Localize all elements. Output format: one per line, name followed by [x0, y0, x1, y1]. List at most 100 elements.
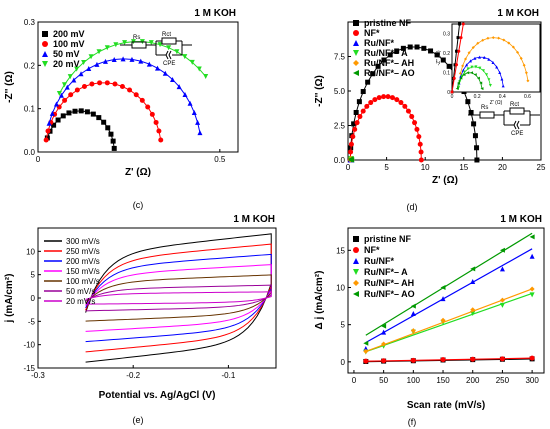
inset-data-point [453, 63, 457, 67]
data-point [470, 279, 476, 285]
data-point [71, 77, 77, 83]
data-point [170, 76, 176, 82]
legend-marker [353, 269, 359, 275]
data-point [414, 126, 420, 132]
data-point [529, 253, 535, 259]
inset-data-point [470, 65, 474, 69]
data-point [348, 141, 354, 147]
y-axis-label: -Z'' (Ω) [4, 71, 15, 103]
resistor-rct [161, 37, 177, 45]
data-point [360, 108, 366, 114]
inset-y-tick-label: 0.2 [443, 51, 450, 57]
fit-line [58, 41, 207, 94]
legend-label: 20 mV/s [66, 297, 95, 306]
inset-y-tick-label: 0.3 [443, 32, 450, 38]
legend-marker [353, 258, 359, 264]
inset-data-point [480, 87, 484, 91]
y-tick-label: 5 [341, 321, 346, 330]
data-point [158, 137, 164, 143]
legend-label: 50 mV/s [66, 287, 95, 296]
data-point [416, 134, 422, 140]
y-tick-label: 0.3 [24, 18, 36, 27]
x-tick-label: 25 [537, 163, 546, 172]
legend-label: Ru/NF*– A [364, 48, 408, 58]
data-point [356, 99, 362, 105]
panel-caption: (c) [133, 200, 144, 210]
data-point [102, 58, 108, 64]
data-point [197, 130, 203, 136]
data-point [407, 44, 413, 50]
data-point [43, 137, 49, 143]
data-point [104, 45, 110, 51]
legend-marker [353, 247, 359, 253]
y-tick-label: 7.5 [334, 53, 346, 62]
inset-data-point [470, 71, 474, 75]
y-tick-label: 5.0 [334, 87, 346, 96]
panel-caption: (e) [133, 415, 144, 425]
data-point [440, 296, 446, 302]
circuit-diagram: Rs Rct CPE [468, 102, 540, 137]
data-point [440, 317, 446, 323]
y-tick-label: 15 [336, 246, 345, 255]
legend-label: 200 mV/s [66, 257, 100, 266]
data-point [176, 84, 182, 90]
data-point [74, 87, 80, 93]
legend-marker [353, 280, 359, 286]
resistor-rs [131, 41, 147, 49]
data-point [67, 74, 73, 80]
data-point [96, 49, 102, 55]
inset-data-point [469, 59, 473, 63]
data-point [381, 341, 387, 347]
data-point [353, 109, 359, 115]
inset-data-point [459, 76, 463, 80]
inset-data-point [491, 60, 495, 64]
data-point [394, 97, 400, 103]
data-point [90, 111, 96, 117]
inset-data-point [466, 71, 470, 75]
data-point [499, 356, 505, 362]
data-point [471, 121, 477, 127]
data-point [108, 131, 114, 137]
y-axis-label: -Z'' (Ω) [314, 75, 325, 107]
legend-marker [353, 70, 359, 76]
inset-data-point [522, 63, 526, 67]
legend-label: NF* [364, 28, 380, 38]
fit-line [365, 288, 533, 352]
panel-title: 1 M KOH [500, 214, 542, 225]
data-point [74, 66, 80, 72]
data-point [156, 128, 162, 134]
fit-line [365, 292, 533, 353]
x-tick-label: 150 [436, 376, 450, 385]
inset-data-point [455, 63, 459, 67]
inset-x-tick-label: 0 [451, 94, 454, 100]
panel-caption: (f) [408, 417, 417, 427]
x-axis-label: Potential vs. Ag/AgCl (V) [99, 390, 216, 401]
data-point [111, 145, 117, 151]
legend-label: Ru/NF*– AO [364, 68, 415, 78]
data-point [146, 61, 152, 67]
x-tick-label: 10 [421, 163, 430, 172]
data-point [470, 356, 476, 362]
data-point [499, 302, 505, 308]
inset-data-point [481, 69, 485, 73]
inset-data-point [476, 76, 480, 80]
inset-data-point [455, 49, 459, 53]
y-tick-label: 0.0 [334, 156, 346, 165]
x-tick-label: 5 [384, 163, 389, 172]
circuit-label-cpe: CPE [163, 61, 175, 67]
fit-line [349, 96, 422, 161]
x-tick-label: -0.1 [222, 371, 236, 380]
inset-data-point [526, 79, 530, 83]
legend-marker [353, 40, 359, 46]
legend-label: 100 mV [53, 39, 85, 49]
legend-label: 300 mV/s [66, 237, 100, 246]
data-point [78, 108, 84, 114]
plot-frame [347, 227, 545, 374]
legend-label: 100 mV/s [66, 277, 100, 286]
data-point [400, 45, 406, 51]
x-tick-label: -0.3 [31, 371, 45, 380]
legend-marker [353, 60, 359, 66]
inset-x-tick-label: 0.6 [524, 94, 531, 100]
circuit-diagram: Rs Rct CPE [120, 32, 192, 67]
